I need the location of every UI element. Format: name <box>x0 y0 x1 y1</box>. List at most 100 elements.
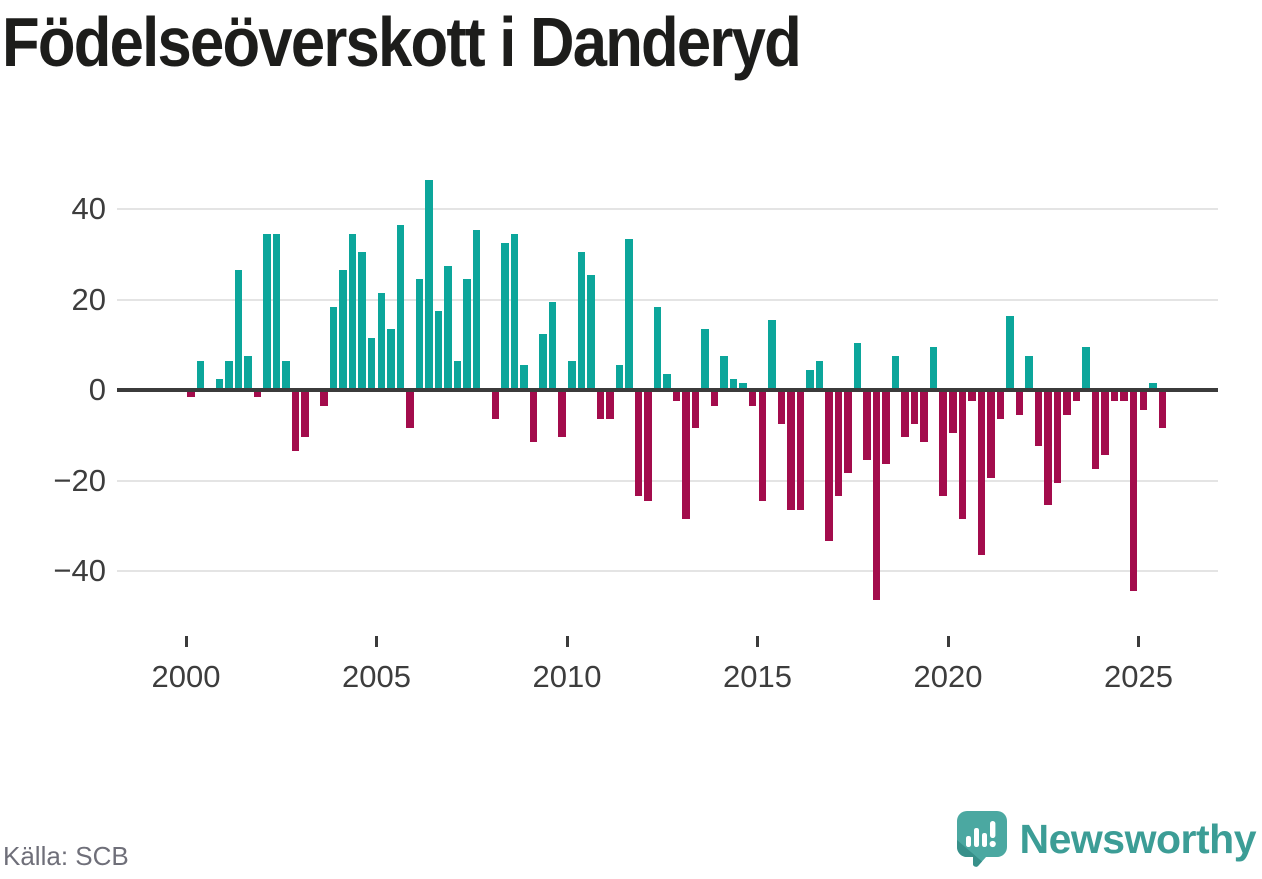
brand-name: Newsworthy <box>1019 816 1257 862</box>
bar-2004-q1 <box>339 270 347 388</box>
bar-2018-q2 <box>882 392 890 465</box>
bar-2004-q2 <box>348 234 357 388</box>
bar-2024-q2 <box>1110 392 1119 402</box>
bar-2011-q4 <box>634 392 643 497</box>
bar-2011-q3 <box>625 238 633 388</box>
gridline <box>117 298 1218 301</box>
bar-2009-q1 <box>529 392 538 442</box>
bar-2022-q4 <box>1053 392 1062 483</box>
bar-2012-q1 <box>644 392 652 501</box>
bar-2005-q3 <box>396 225 405 388</box>
bar-2012-q3 <box>663 374 671 388</box>
bar-2022-q3 <box>1044 392 1052 506</box>
bar-2014-q3 <box>739 383 747 388</box>
bar-2007-q1 <box>453 360 462 388</box>
bar-2008-q4 <box>520 365 528 388</box>
bar-2006-q4 <box>444 265 452 388</box>
bar-2019-q2 <box>920 392 928 442</box>
y-axis-label: 0 <box>88 372 106 407</box>
newsworthy-logo-icon <box>956 810 1008 868</box>
bar-2009-q3 <box>548 302 557 388</box>
bar-2021-q2 <box>996 392 1005 420</box>
source-label: Källa: SCB <box>3 841 129 871</box>
y-axis-label: 40 <box>71 191 106 226</box>
bar-2023-q4 <box>1091 392 1100 469</box>
x-axis-tick <box>375 636 378 647</box>
bar-2017-q1 <box>834 392 843 497</box>
x-axis-tick <box>565 636 569 647</box>
x-axis-label: 2000 <box>151 659 221 694</box>
bar-2009-q2 <box>539 333 547 388</box>
bar-2006-q2 <box>425 179 433 388</box>
bar-2018-q4 <box>901 392 909 438</box>
bar-2008-q1 <box>491 392 500 420</box>
bar-2015-q4 <box>787 392 795 510</box>
bar-2005-q1 <box>377 292 385 388</box>
bar-2023-q2 <box>1072 392 1081 402</box>
y-axis-label: −40 <box>53 553 106 588</box>
bar-2020-q3 <box>968 392 976 402</box>
x-axis-tick <box>756 636 759 647</box>
bar-2009-q4 <box>558 392 566 438</box>
bar-2007-q2 <box>463 279 471 388</box>
bar-2025-q3 <box>1158 392 1167 429</box>
bar-2013-q1 <box>682 392 690 519</box>
y-axis-label: −20 <box>53 462 106 498</box>
bar-2004-q3 <box>358 252 366 388</box>
x-axis-label: 2020 <box>913 659 983 694</box>
bar-2018-q1 <box>872 392 881 601</box>
bar-2002-q4 <box>291 392 300 451</box>
bar-2020-q1 <box>949 392 957 433</box>
bar-2023-q1 <box>1063 392 1071 415</box>
bar-2017-q2 <box>844 392 852 474</box>
bar-2003-q1 <box>301 392 309 438</box>
bar-2008-q3 <box>510 234 519 388</box>
bar-2018-q3 <box>891 356 900 388</box>
bar-2014-q2 <box>729 378 738 388</box>
bar-2021-q1 <box>987 392 995 478</box>
x-axis-tick <box>184 636 188 647</box>
chart-title: Födelseöverskott i Danderyd <box>2 3 802 81</box>
bar-2016-q1 <box>796 392 805 510</box>
y-axis-label: 20 <box>71 281 106 317</box>
zero-axis-line <box>117 388 1218 392</box>
bar-2000-q1 <box>187 392 195 397</box>
bar-2024-q3 <box>1120 392 1128 402</box>
bar-2014-q1 <box>720 356 728 388</box>
bar-2025-q2 <box>1149 383 1157 388</box>
bar-2013-q4 <box>710 392 719 406</box>
bar-2013-q3 <box>701 329 709 388</box>
bar-2001-q2 <box>234 270 243 388</box>
bar-2019-q4 <box>939 392 947 497</box>
x-axis-label: 2010 <box>532 659 602 694</box>
bar-2010-q1 <box>568 360 576 388</box>
bar-2011-q1 <box>606 392 614 420</box>
bar-2005-q2 <box>387 329 395 388</box>
bar-2001-q4 <box>253 392 262 397</box>
bar-2017-q4 <box>863 392 871 460</box>
x-axis-tick <box>1137 636 1140 647</box>
bar-2020-q2 <box>958 392 967 519</box>
bar-2004-q4 <box>367 338 376 388</box>
bar-2015-q3 <box>777 392 786 424</box>
bar-2016-q3 <box>815 360 824 388</box>
gridline <box>117 479 1218 482</box>
bar-2022-q1 <box>1025 356 1033 388</box>
bar-2014-q4 <box>748 392 757 406</box>
x-axis-label: 2005 <box>342 659 411 694</box>
bar-2012-q4 <box>672 392 681 402</box>
bar-2024-q1 <box>1101 392 1109 456</box>
bar-2011-q2 <box>615 365 624 388</box>
bar-2010-q2 <box>577 252 586 388</box>
bar-2007-q3 <box>472 229 481 388</box>
bar-2001-q3 <box>244 356 252 388</box>
bar-2000-q4 <box>215 378 224 388</box>
bar-2021-q3 <box>1006 315 1014 388</box>
bar-2003-q3 <box>320 392 328 406</box>
gridline <box>117 208 1218 210</box>
bar-2006-q1 <box>415 279 424 388</box>
bar-2025-q1 <box>1139 392 1147 411</box>
bar-2019-q3 <box>929 347 938 388</box>
x-axis-label: 2015 <box>723 659 792 694</box>
